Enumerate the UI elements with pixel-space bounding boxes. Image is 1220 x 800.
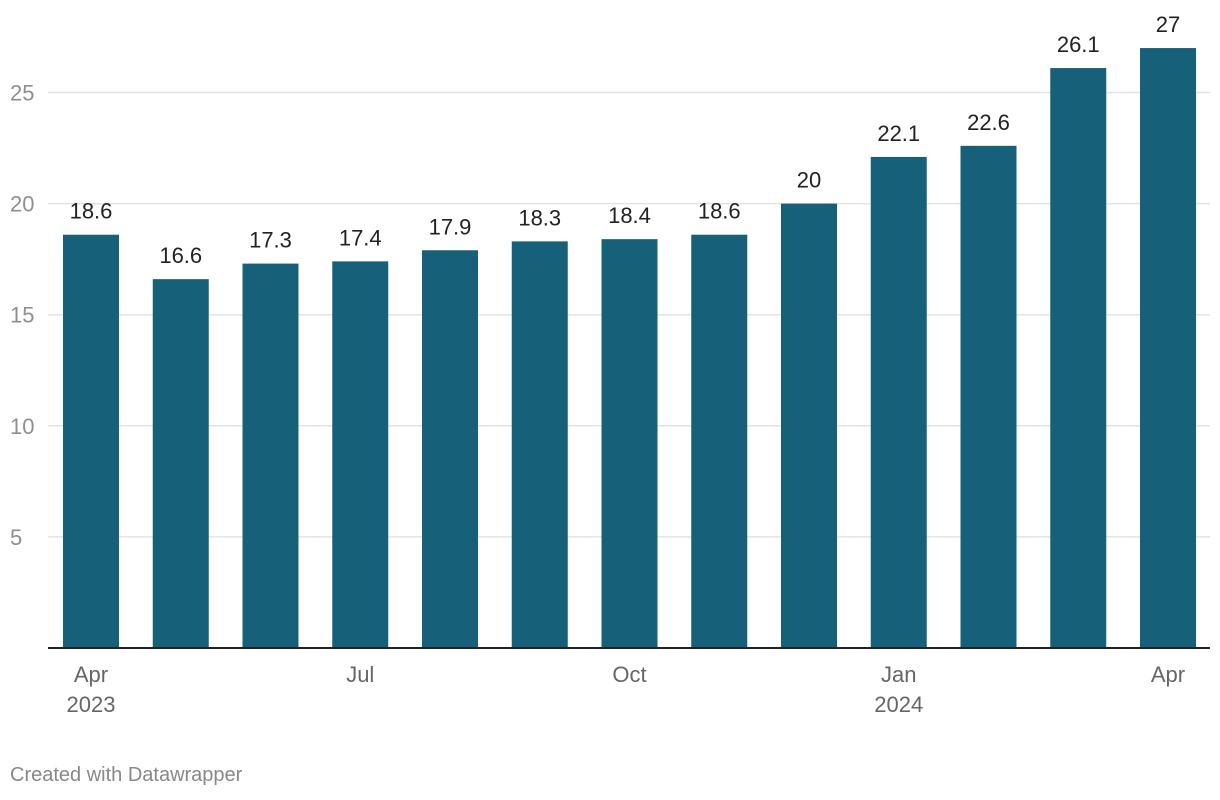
value-label: 17.4 — [339, 225, 382, 250]
bar — [422, 250, 478, 648]
x-tick-label: Jan 2024 — [874, 662, 923, 717]
value-label: 26.1 — [1057, 32, 1100, 57]
bar — [63, 234, 119, 648]
bar — [511, 241, 568, 648]
y-tick-label: 15 — [10, 303, 34, 328]
y-axis-ticks: 5 10 15 20 25 — [10, 81, 34, 550]
x-tick-label: Jul — [346, 662, 374, 687]
y-tick-label: 20 — [10, 192, 34, 217]
value-label: 27 — [1156, 12, 1180, 37]
bar — [1050, 68, 1107, 649]
x-tick-label: Apr — [1151, 662, 1185, 687]
value-label: 17.3 — [249, 228, 292, 253]
value-label: 17.9 — [429, 214, 472, 239]
x-axis-ticks: Apr 2023 Jul Oct Jan 2024 Apr — [67, 662, 1186, 717]
bars — [63, 48, 1196, 649]
value-label: 18.6 — [698, 199, 741, 224]
bar — [781, 203, 837, 648]
bar — [601, 239, 658, 649]
bar — [242, 263, 299, 648]
y-tick-label: 25 — [10, 81, 34, 106]
x-tick-label: Oct — [612, 662, 646, 687]
bar — [960, 145, 1017, 648]
bar — [1140, 48, 1196, 649]
value-labels: 18.6 16.6 17.3 17.4 17.9 18.3 18.4 18.6 20 22.1 22… — [70, 12, 1181, 268]
value-label: 22.6 — [967, 110, 1010, 135]
y-tick-label: 10 — [10, 414, 34, 439]
value-label: 18.6 — [70, 199, 113, 224]
bar — [152, 279, 209, 648]
value-label: 16.6 — [159, 243, 202, 268]
bar — [691, 234, 748, 648]
y-tick-label: 5 — [10, 525, 22, 550]
value-label: 20 — [797, 168, 821, 193]
value-label: 22.1 — [877, 121, 920, 146]
bar — [870, 156, 927, 649]
value-label: 18.4 — [608, 203, 651, 228]
credit-text: Created with Datawrapper — [10, 764, 243, 786]
value-label: 18.3 — [518, 205, 561, 230]
x-tick-label: Apr 2023 — [67, 662, 116, 717]
bar — [332, 261, 389, 648]
